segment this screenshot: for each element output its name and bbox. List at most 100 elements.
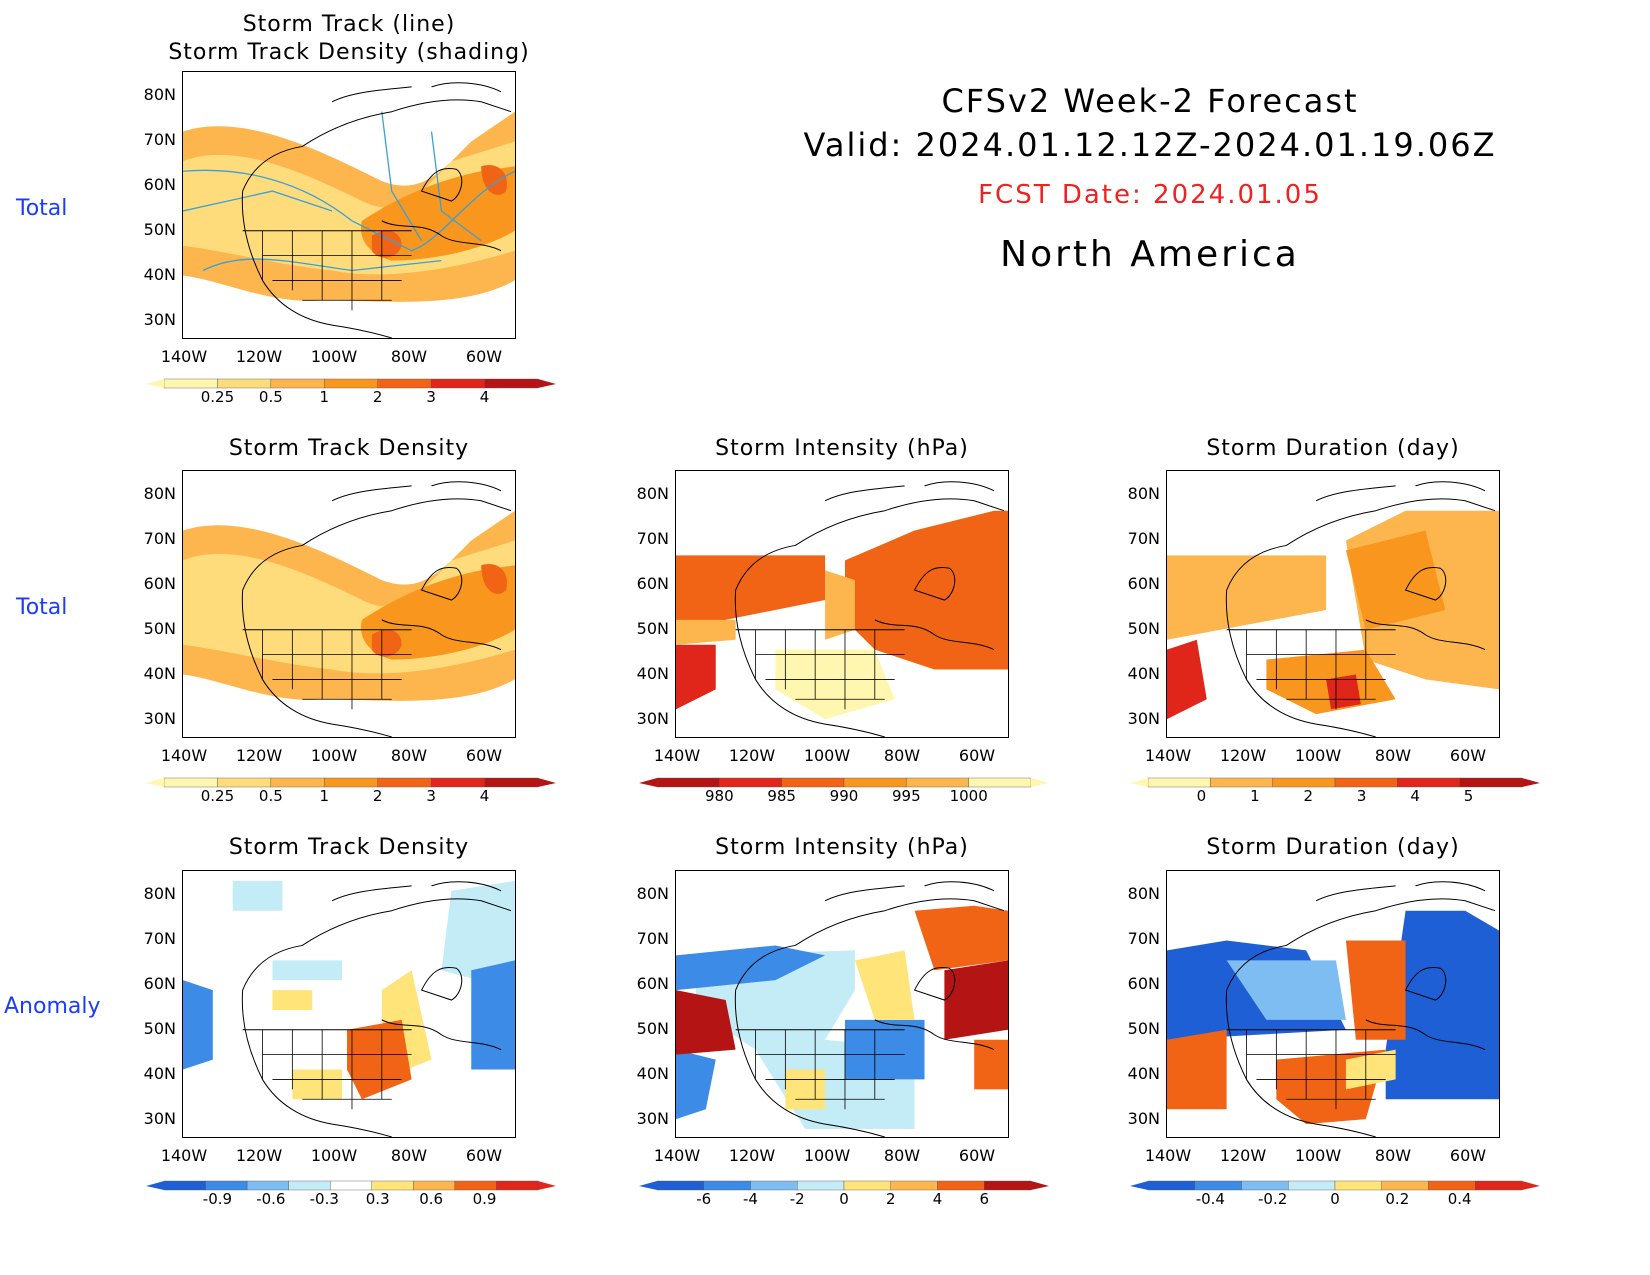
lat-tick-label: 50N [636,1019,669,1038]
lon-tick-label: 80W [390,347,428,366]
lat-tick-label: 70N [143,929,176,948]
colorbar-label: 4 [479,388,490,406]
map-duration-anomaly [1166,870,1500,1138]
colorbar-swatch [1210,777,1273,788]
colorbar-swatch [797,1180,845,1191]
colorbar-label: 980 [705,787,734,805]
panel-title-track-line-density-0: Storm Track (line) [242,12,456,37]
lon-tick-label: 60W [465,746,503,765]
lon-tick-label: 140W [160,746,208,765]
storm-track-lines [183,111,515,272]
colorbar-density-anomaly [146,1180,556,1191]
colorbar-swatch [1272,777,1336,788]
state-borders [1246,629,1396,710]
lat-tick-label: 60N [636,574,669,593]
lon-tick-label: 120W [1219,1146,1267,1165]
shade-region [1266,530,1446,715]
colorbar-swatch [1147,1180,1195,1191]
lon-tick-label: 80W [1374,1146,1412,1165]
colorbar-intensity-total [639,777,1049,788]
lat-tick-label: 40N [1127,1064,1160,1083]
colorbar-swatch [656,1180,704,1191]
colorbar-label: 2 [1303,787,1314,805]
colorbar-swatch [937,1180,985,1191]
colorbar-swatch [246,1180,289,1191]
colorbar-swatch [656,777,720,788]
shade-region [347,1019,412,1100]
colorbar-label: -0.2 [1258,1190,1288,1208]
lat-tick-label: 50N [1127,619,1160,638]
colorbar-swatch [163,378,218,389]
lat-tick-label: 60N [1127,574,1160,593]
row-label-total-2: Total [16,595,68,620]
colorbar-swatch [1334,1180,1382,1191]
lat-tick-label: 60N [143,574,176,593]
colorbar-label: -0.6 [256,1190,286,1208]
lat-tick-label: 70N [636,529,669,548]
colorbar-swatch [205,1180,248,1191]
lat-tick-label: 50N [1127,1019,1160,1038]
lon-tick-label: 80W [390,1146,428,1165]
colorbar-swatch [1459,777,1523,788]
colorbar-swatch [413,1180,456,1191]
panel-title-intensity-total-0: Storm Intensity (hPa) [715,436,969,461]
colorbar-swatch [1397,777,1460,788]
colorbar-label: -0.4 [1195,1190,1225,1208]
lat-tick-label: 30N [143,709,176,728]
map-duration-total [1166,470,1500,738]
lon-tick-label: 80W [883,1146,921,1165]
colorbar-end-arrow [1130,778,1148,787]
colorbar-end-arrow [1522,1181,1540,1190]
colorbar-label: 0.5 [258,787,283,805]
lat-tick-label: 70N [143,529,176,548]
lat-tick-label: 40N [143,664,176,683]
lon-tick-label: 120W [235,1146,283,1165]
lon-tick-label: 140W [160,347,208,366]
shade-region [695,950,915,1130]
colorbar-end-arrow [639,1181,657,1190]
colorbar-label: 0.3 [365,1190,390,1208]
colorbar-swatch [1241,1180,1289,1191]
lat-tick-label: 30N [1127,709,1160,728]
colorbar-swatch [843,1180,891,1191]
colorbar-end-arrow [146,778,164,787]
colorbar-label: 0.5 [258,388,283,406]
lat-tick-label: 70N [143,130,176,149]
colorbar-label: -4 [743,1190,758,1208]
lon-tick-label: 120W [1219,746,1267,765]
colorbar-end-arrow [1522,778,1540,787]
lon-tick-label: 120W [235,347,283,366]
lon-tick-label: 100W [310,347,358,366]
colorbar-label: 6 [979,1190,990,1208]
shade-region [183,960,515,1070]
state-borders [262,629,412,710]
colorbar-swatch [454,1180,497,1191]
colorbar-swatch [719,777,782,788]
shade-region [1167,639,1361,720]
colorbar-swatch [324,777,378,788]
colorbar-label: 5 [1463,787,1474,805]
colorbar-duration-anomaly [1130,1180,1540,1191]
state-borders [755,629,905,710]
colorbar-label: 4 [479,787,490,805]
lon-tick-label: 100W [1294,1146,1342,1165]
colorbar-swatch [984,1180,1032,1191]
colorbar-swatch [484,777,539,788]
coastline [241,82,512,338]
lat-tick-label: 50N [636,619,669,638]
lon-tick-label: 80W [390,746,428,765]
colorbar-swatch [217,378,272,389]
colorbar-duration-total [1130,777,1540,788]
colorbar-swatch [371,1180,414,1191]
lat-tick-label: 30N [636,1109,669,1128]
colorbar-label: 0.25 [200,787,235,805]
colorbar-end-arrow [146,379,164,388]
lat-tick-label: 50N [143,220,176,239]
colorbar-label: 985 [767,787,796,805]
lon-tick-label: 100W [310,746,358,765]
shade-region [232,880,515,991]
coastline [241,881,512,1137]
lon-tick-label: 100W [1294,746,1342,765]
lon-tick-label: 100W [310,1146,358,1165]
lon-tick-label: 140W [1144,1146,1192,1165]
